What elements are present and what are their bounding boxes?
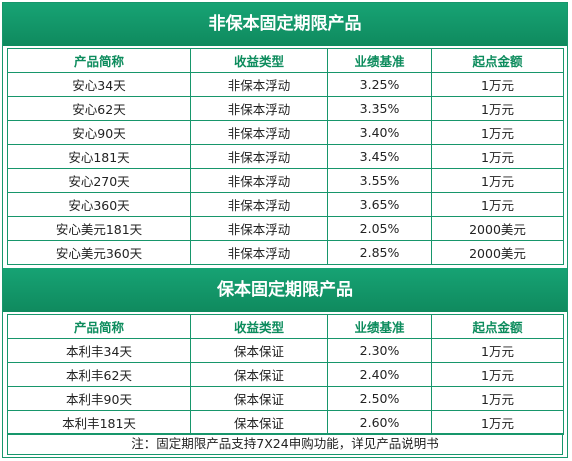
income-type: 非保本浮动 <box>190 96 328 121</box>
guaranteed-products-table: 产品简称 收益类型 业绩基准 起点金额 本利丰34天 保本保证 2.30% 1万… <box>7 314 564 435</box>
product-name: 安心62天 <box>7 96 191 121</box>
min-amount: 1万元 <box>431 410 564 435</box>
header-product-name: 产品简称 <box>7 48 191 73</box>
header-income-type: 收益类型 <box>190 314 328 339</box>
table-header-row: 产品简称 收益类型 业绩基准 起点金额 <box>7 48 564 73</box>
min-amount: 1万元 <box>431 96 564 121</box>
footnote: 注：固定期限产品支持7X24申购功能，详见产品说明书 <box>7 433 563 455</box>
benchmark-rate: 2.85% <box>327 240 432 265</box>
table-header-row: 产品简称 收益类型 业绩基准 起点金额 <box>7 314 564 339</box>
benchmark-rate: 2.05% <box>327 216 432 241</box>
income-type: 非保本浮动 <box>190 144 328 169</box>
min-amount: 2000美元 <box>431 240 564 265</box>
product-name: 安心90天 <box>7 120 191 145</box>
table-row: 安心360天 非保本浮动 3.65% 1万元 <box>7 192 564 217</box>
benchmark-rate: 2.40% <box>327 362 432 387</box>
table-row: 安心美元181天 非保本浮动 2.05% 2000美元 <box>7 216 564 241</box>
income-type: 保本保证 <box>190 362 328 387</box>
header-income-type: 收益类型 <box>190 48 328 73</box>
product-name: 本利丰34天 <box>7 338 191 363</box>
min-amount: 1万元 <box>431 144 564 169</box>
min-amount: 1万元 <box>431 362 564 387</box>
income-type: 保本保证 <box>190 338 328 363</box>
table-row: 安心美元360天 非保本浮动 2.85% 2000美元 <box>7 240 564 265</box>
table-row: 本利丰34天 保本保证 2.30% 1万元 <box>7 338 564 363</box>
income-type: 非保本浮动 <box>190 240 328 265</box>
min-amount: 1万元 <box>431 192 564 217</box>
benchmark-rate: 3.35% <box>327 96 432 121</box>
product-table-frame: 非保本固定期限产品 产品简称 收益类型 业绩基准 起点金额 安心34天 非保本浮… <box>2 2 568 458</box>
min-amount: 1万元 <box>431 386 564 411</box>
table-row: 安心62天 非保本浮动 3.35% 1万元 <box>7 96 564 121</box>
table-row: 安心270天 非保本浮动 3.55% 1万元 <box>7 168 564 193</box>
product-name: 本利丰181天 <box>7 410 191 435</box>
benchmark-rate: 3.45% <box>327 144 432 169</box>
min-amount: 1万元 <box>431 338 564 363</box>
benchmark-rate: 2.50% <box>327 386 432 411</box>
benchmark-rate: 2.30% <box>327 338 432 363</box>
table-row: 安心90天 非保本浮动 3.40% 1万元 <box>7 120 564 145</box>
benchmark-rate: 3.65% <box>327 192 432 217</box>
income-type: 非保本浮动 <box>190 120 328 145</box>
income-type: 非保本浮动 <box>190 192 328 217</box>
header-benchmark: 业绩基准 <box>327 314 432 339</box>
header-min-amount: 起点金额 <box>431 314 564 339</box>
header-min-amount: 起点金额 <box>431 48 564 73</box>
table-row: 本利丰90天 保本保证 2.50% 1万元 <box>7 386 564 411</box>
income-type: 非保本浮动 <box>190 72 328 97</box>
table-row: 安心34天 非保本浮动 3.25% 1万元 <box>7 72 564 97</box>
income-type: 保本保证 <box>190 386 328 411</box>
min-amount: 1万元 <box>431 72 564 97</box>
product-name: 本利丰90天 <box>7 386 191 411</box>
min-amount: 1万元 <box>431 120 564 145</box>
income-type: 非保本浮动 <box>190 216 328 241</box>
non-guaranteed-products-table: 产品简称 收益类型 业绩基准 起点金额 安心34天 非保本浮动 3.25% 1万… <box>7 48 564 265</box>
benchmark-rate: 3.55% <box>327 168 432 193</box>
min-amount: 2000美元 <box>431 216 564 241</box>
product-name: 安心270天 <box>7 168 191 193</box>
income-type: 保本保证 <box>190 410 328 435</box>
product-name: 安心美元181天 <box>7 216 191 241</box>
table-row: 本利丰181天 保本保证 2.60% 1万元 <box>7 410 564 435</box>
income-type: 非保本浮动 <box>190 168 328 193</box>
benchmark-rate: 3.25% <box>327 72 432 97</box>
product-name: 安心美元360天 <box>7 240 191 265</box>
product-name: 安心34天 <box>7 72 191 97</box>
section-title-guaranteed: 保本固定期限产品 <box>3 268 567 312</box>
section-title-non-guaranteed: 非保本固定期限产品 <box>3 3 567 46</box>
benchmark-rate: 2.60% <box>327 410 432 435</box>
table-row: 安心181天 非保本浮动 3.45% 1万元 <box>7 144 564 169</box>
header-product-name: 产品简称 <box>7 314 191 339</box>
benchmark-rate: 3.40% <box>327 120 432 145</box>
product-name: 安心181天 <box>7 144 191 169</box>
product-name: 安心360天 <box>7 192 191 217</box>
header-benchmark: 业绩基准 <box>327 48 432 73</box>
product-name: 本利丰62天 <box>7 362 191 387</box>
table-row: 本利丰62天 保本保证 2.40% 1万元 <box>7 362 564 387</box>
min-amount: 1万元 <box>431 168 564 193</box>
